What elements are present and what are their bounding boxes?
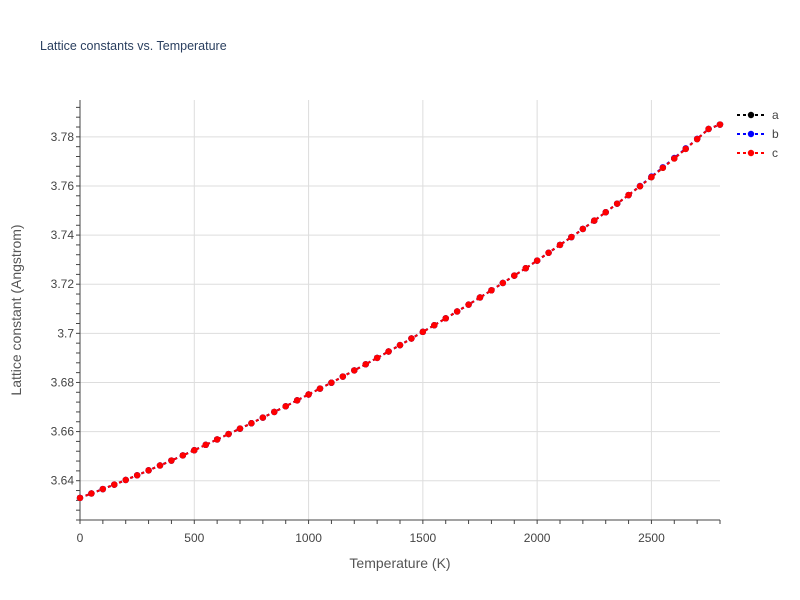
series-line-c [79, 123, 721, 499]
data-point-c [213, 436, 221, 443]
data-point-c [476, 294, 484, 301]
data-point-c [351, 367, 358, 374]
x-tick-label: 1000 [295, 531, 322, 545]
data-point-c [339, 373, 347, 380]
data-point-c [602, 209, 609, 216]
data-point-c [556, 241, 564, 249]
data-point-c [636, 183, 644, 190]
data-point-c [671, 155, 678, 162]
x-tick-label: 2500 [638, 531, 665, 545]
data-point-c [693, 135, 701, 143]
y-tick-label: 3.68 [51, 375, 75, 389]
data-point-c [202, 441, 209, 449]
legend-marker [747, 111, 755, 119]
data-point-c [705, 125, 712, 133]
data-point-c [373, 354, 381, 362]
data-point-c [111, 481, 118, 488]
data-point-c [316, 385, 324, 392]
data-point-c [442, 315, 449, 322]
legend-label: a [772, 108, 779, 122]
data-point-c [591, 217, 598, 224]
data-point-c [248, 420, 255, 427]
data-point-c [545, 249, 552, 256]
series-c [76, 121, 724, 502]
data-point-c [362, 361, 369, 368]
data-point-c [533, 257, 541, 264]
data-point-c [568, 233, 575, 241]
legend-item-a[interactable]: a [737, 108, 779, 122]
x-tick-label: 1500 [410, 531, 437, 545]
x-tick-label: 2000 [524, 531, 551, 545]
series-b [76, 121, 724, 502]
data-point-c [396, 341, 404, 349]
data-point-c [716, 121, 724, 128]
data-point-c [659, 164, 667, 171]
x-tick-label: 500 [184, 531, 204, 545]
grid [80, 100, 720, 520]
data-point-c [579, 225, 587, 233]
data-point-c [305, 391, 312, 398]
data-point-c [156, 462, 164, 469]
y-tick-label: 3.78 [51, 130, 75, 144]
data-point-c [465, 301, 472, 308]
series-line-a [79, 123, 721, 499]
chart-title: Lattice constants vs. Temperature [40, 39, 227, 53]
data-point-c [133, 472, 141, 479]
legend: abc [737, 108, 779, 160]
legend-label: b [772, 127, 779, 141]
data-point-c [191, 447, 198, 454]
data-point-c [613, 200, 621, 207]
y-tick-label: 3.76 [51, 179, 75, 193]
y-tick-label: 3.72 [51, 277, 75, 291]
series-a [76, 121, 724, 502]
data-point-c [236, 425, 244, 432]
legend-item-c[interactable]: c [737, 146, 778, 160]
y-tick-label: 3.64 [51, 474, 75, 488]
data-point-c [225, 430, 232, 438]
series-layer [76, 121, 724, 502]
data-point-c [488, 287, 495, 294]
data-point-c [511, 272, 518, 279]
axes: 0 500 1000 1500 2000 2500 3.64 3.66 3.68 3.7 3.72 3… [51, 100, 721, 545]
y-tick-label: 3.74 [51, 228, 75, 242]
data-point-c [625, 191, 632, 199]
data-point-c [431, 322, 438, 329]
legend-label: c [772, 146, 778, 160]
legend-marker [747, 130, 755, 138]
data-point-c [145, 467, 152, 474]
data-point-c [122, 476, 129, 484]
legend-item-b[interactable]: b [737, 127, 779, 141]
data-point-c [328, 379, 335, 386]
x-axis-title: Temperature (K) [349, 555, 450, 571]
series-line-b [79, 123, 721, 499]
data-point-c [385, 348, 392, 355]
data-point-c [682, 145, 689, 153]
data-point-c [419, 328, 427, 336]
data-point-c [453, 308, 461, 315]
y-axis-title: Lattice constant (Angstrom) [8, 224, 24, 395]
data-point-c [76, 494, 84, 502]
data-point-c [648, 173, 655, 181]
y-tick-label: 3.7 [57, 326, 74, 340]
data-point-c [408, 335, 415, 342]
data-point-c [259, 414, 267, 421]
data-point-c [499, 279, 507, 287]
y-tick-label: 3.66 [51, 425, 75, 439]
data-point-c [271, 408, 278, 416]
data-point-c [522, 265, 529, 272]
data-point-c [88, 490, 95, 497]
data-point-c [179, 452, 187, 459]
legend-marker [747, 149, 755, 157]
data-point-c [293, 397, 301, 404]
data-point-c [99, 485, 107, 493]
x-tick-label: 0 [77, 531, 84, 545]
data-point-c [168, 457, 175, 464]
data-point-c [282, 403, 289, 410]
